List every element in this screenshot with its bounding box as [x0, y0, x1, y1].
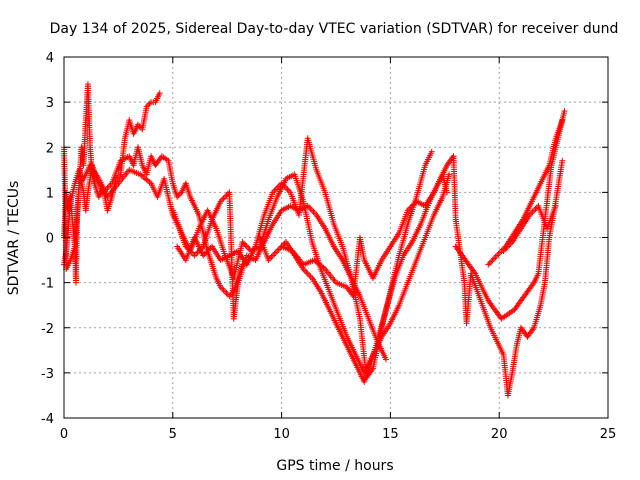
y-tick-label: 4 [46, 51, 54, 66]
y-tick-label: -4 [41, 412, 54, 427]
y-tick-label: -2 [41, 322, 54, 337]
x-tick-label: 20 [491, 427, 508, 442]
y-tick-label: -1 [41, 277, 54, 292]
series-track-8 [450, 153, 566, 399]
y-axis-label: SDTVAR / TECUs [6, 181, 22, 296]
data-point-marker [446, 171, 453, 178]
series-track-7 [278, 171, 450, 300]
series-track-6 [256, 153, 457, 385]
series-track-3 [61, 144, 390, 363]
y-axis-ticks: -4 -3 -2 -1 0 1 2 3 4 [41, 51, 608, 427]
x-tick-label: 10 [273, 427, 290, 442]
series-track-5 [174, 135, 435, 381]
x-tick-label: 0 [60, 427, 68, 442]
y-tick-label: 3 [46, 96, 54, 111]
data-point-marker [559, 157, 566, 164]
y-tick-label: 0 [46, 232, 54, 247]
data-points [61, 81, 568, 399]
x-tick-label: 25 [600, 427, 617, 442]
data-point-marker [428, 148, 435, 155]
data-point-marker [559, 117, 566, 124]
data-point-marker [156, 90, 163, 97]
x-axis-label: GPS time / hours [276, 458, 393, 474]
data-point-marker [443, 189, 450, 196]
x-tick-label: 15 [382, 427, 399, 442]
x-axis-ticks: 0 5 10 15 20 25 [60, 57, 616, 442]
series-track-11 [500, 202, 559, 255]
y-tick-label: 2 [46, 141, 54, 156]
data-point-marker [552, 202, 559, 209]
data-point-marker [561, 108, 568, 115]
x-tick-label: 5 [169, 427, 177, 442]
chart-title: Day 134 of 2025, Sidereal Day-to-day VTE… [50, 21, 619, 37]
y-tick-label: 1 [46, 186, 54, 201]
y-tick-label: -3 [41, 367, 54, 382]
series-track-9 [452, 108, 568, 322]
data-point-marker [383, 356, 390, 363]
